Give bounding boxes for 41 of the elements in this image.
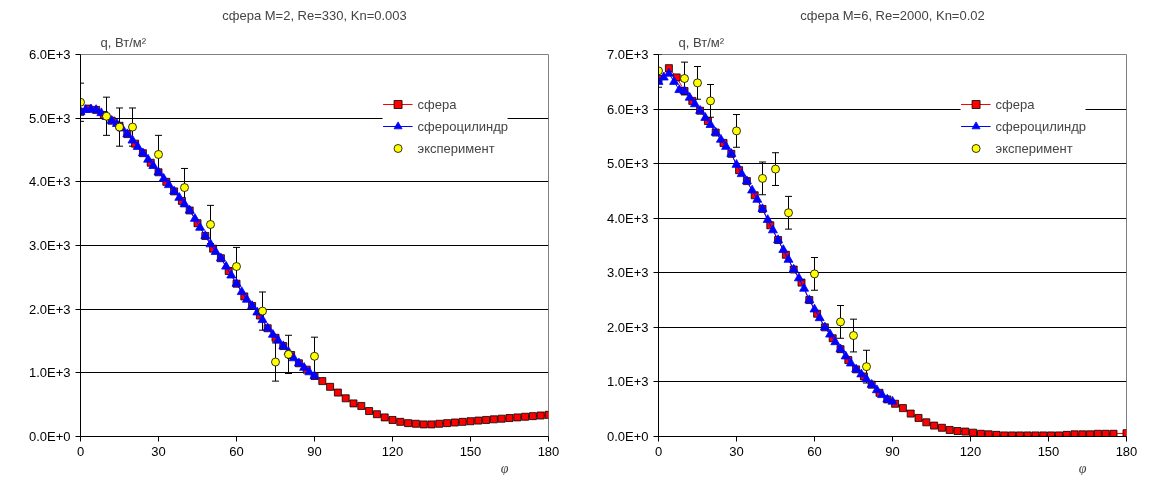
y-tick-label: 1.0E+3: [606, 374, 649, 390]
y-tick-label: 4.0E+3: [606, 210, 649, 226]
legend-label: сфероцилиндр: [995, 118, 1086, 134]
chart-title: сфера M=2, Re=330, Kn=0.003: [222, 7, 407, 23]
y-tick-label: 3.0E+3: [606, 265, 649, 281]
y-tick-label: 0.0E+0: [606, 429, 649, 444]
chart-title: сфера M=6, Re=2000, Kn=0.02: [800, 7, 985, 23]
x-tick-label: 0: [76, 443, 85, 459]
legend-label: эксперимент: [417, 140, 495, 156]
y-axis-title: q, Вт/м²: [678, 34, 725, 50]
y-tick-label: 2.0E+3: [606, 319, 649, 335]
y-tick-label: 3.0E+3: [28, 238, 71, 253]
x-tick-label: 120: [959, 443, 982, 459]
y-tick-label: 0.0E+0: [28, 429, 71, 444]
x-tick-label: 180: [1115, 443, 1138, 459]
x-tick-label: 90: [307, 443, 322, 459]
x-tick-label: 120: [381, 443, 404, 459]
x-tick-label: 30: [729, 443, 744, 459]
x-tick-label: 0: [654, 443, 663, 459]
y-tick-label: 7.0E+3: [606, 47, 649, 62]
y-axis-title: q, Вт/м²: [100, 34, 147, 50]
y-tick-label: 6.0E+3: [28, 47, 71, 62]
x-tick-label: 150: [1037, 443, 1060, 459]
x-tick-label: 60: [229, 443, 244, 459]
y-tick-label: 4.0E+3: [28, 174, 71, 190]
x-axis-title: φ: [500, 460, 509, 476]
legend-label: эксперимент: [995, 140, 1073, 156]
y-tick-label: 2.0E+3: [28, 301, 71, 317]
x-tick-label: 30: [151, 443, 166, 459]
x-tick-label: 60: [807, 443, 822, 459]
legend-label: сфера: [995, 96, 1035, 112]
y-tick-label: 1.0E+3: [28, 365, 71, 381]
x-tick-label: 150: [459, 443, 482, 459]
y-tick-label: 5.0E+3: [606, 156, 649, 172]
x-axis-title: φ: [1078, 460, 1087, 476]
x-tick-label: 90: [885, 443, 900, 459]
y-tick-label: 6.0E+3: [606, 101, 649, 117]
legend-label: сфера: [417, 96, 457, 112]
y-tick-label: 5.0E+3: [28, 110, 71, 126]
x-tick-label: 180: [537, 443, 560, 459]
legend-label: сфероцилиндр: [417, 118, 508, 134]
